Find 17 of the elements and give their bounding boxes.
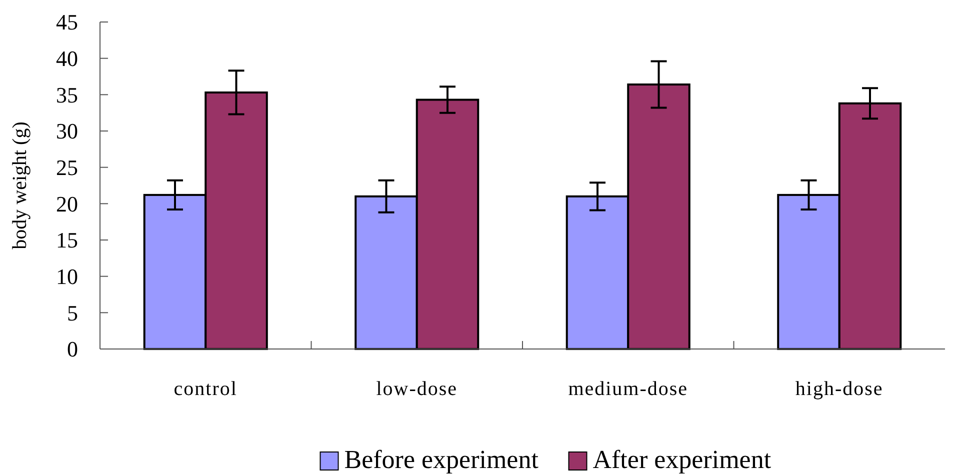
y-tick-label: 15 (56, 228, 78, 253)
y-tick-label: 30 (56, 118, 78, 144)
legend-label: After experiment (592, 445, 772, 474)
x-tick-label: control (174, 378, 238, 400)
y-tick-label: 5 (67, 300, 78, 326)
x-tick-label: low-dose (376, 378, 458, 400)
y-tick-label: 35 (56, 82, 78, 108)
x-tick-label: medium-dose (568, 378, 688, 400)
y-axis-title: body weight (g) (9, 122, 31, 250)
y-tick-label: 45 (56, 10, 78, 35)
y-tick-label: 25 (56, 155, 78, 180)
legend-label: Before experiment (344, 445, 540, 474)
y-tick-label: 10 (56, 264, 78, 290)
x-tick-label: high-dose (795, 378, 884, 400)
y-tick-label: 20 (56, 191, 78, 216)
y-tick-label: 0 (67, 336, 78, 362)
y-tick-label: 40 (56, 46, 78, 72)
